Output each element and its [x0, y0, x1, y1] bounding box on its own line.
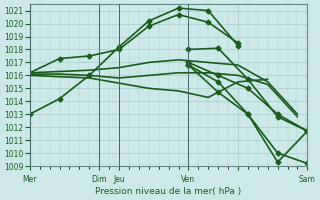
X-axis label: Pression niveau de la mer( hPa ): Pression niveau de la mer( hPa ) — [95, 187, 242, 196]
